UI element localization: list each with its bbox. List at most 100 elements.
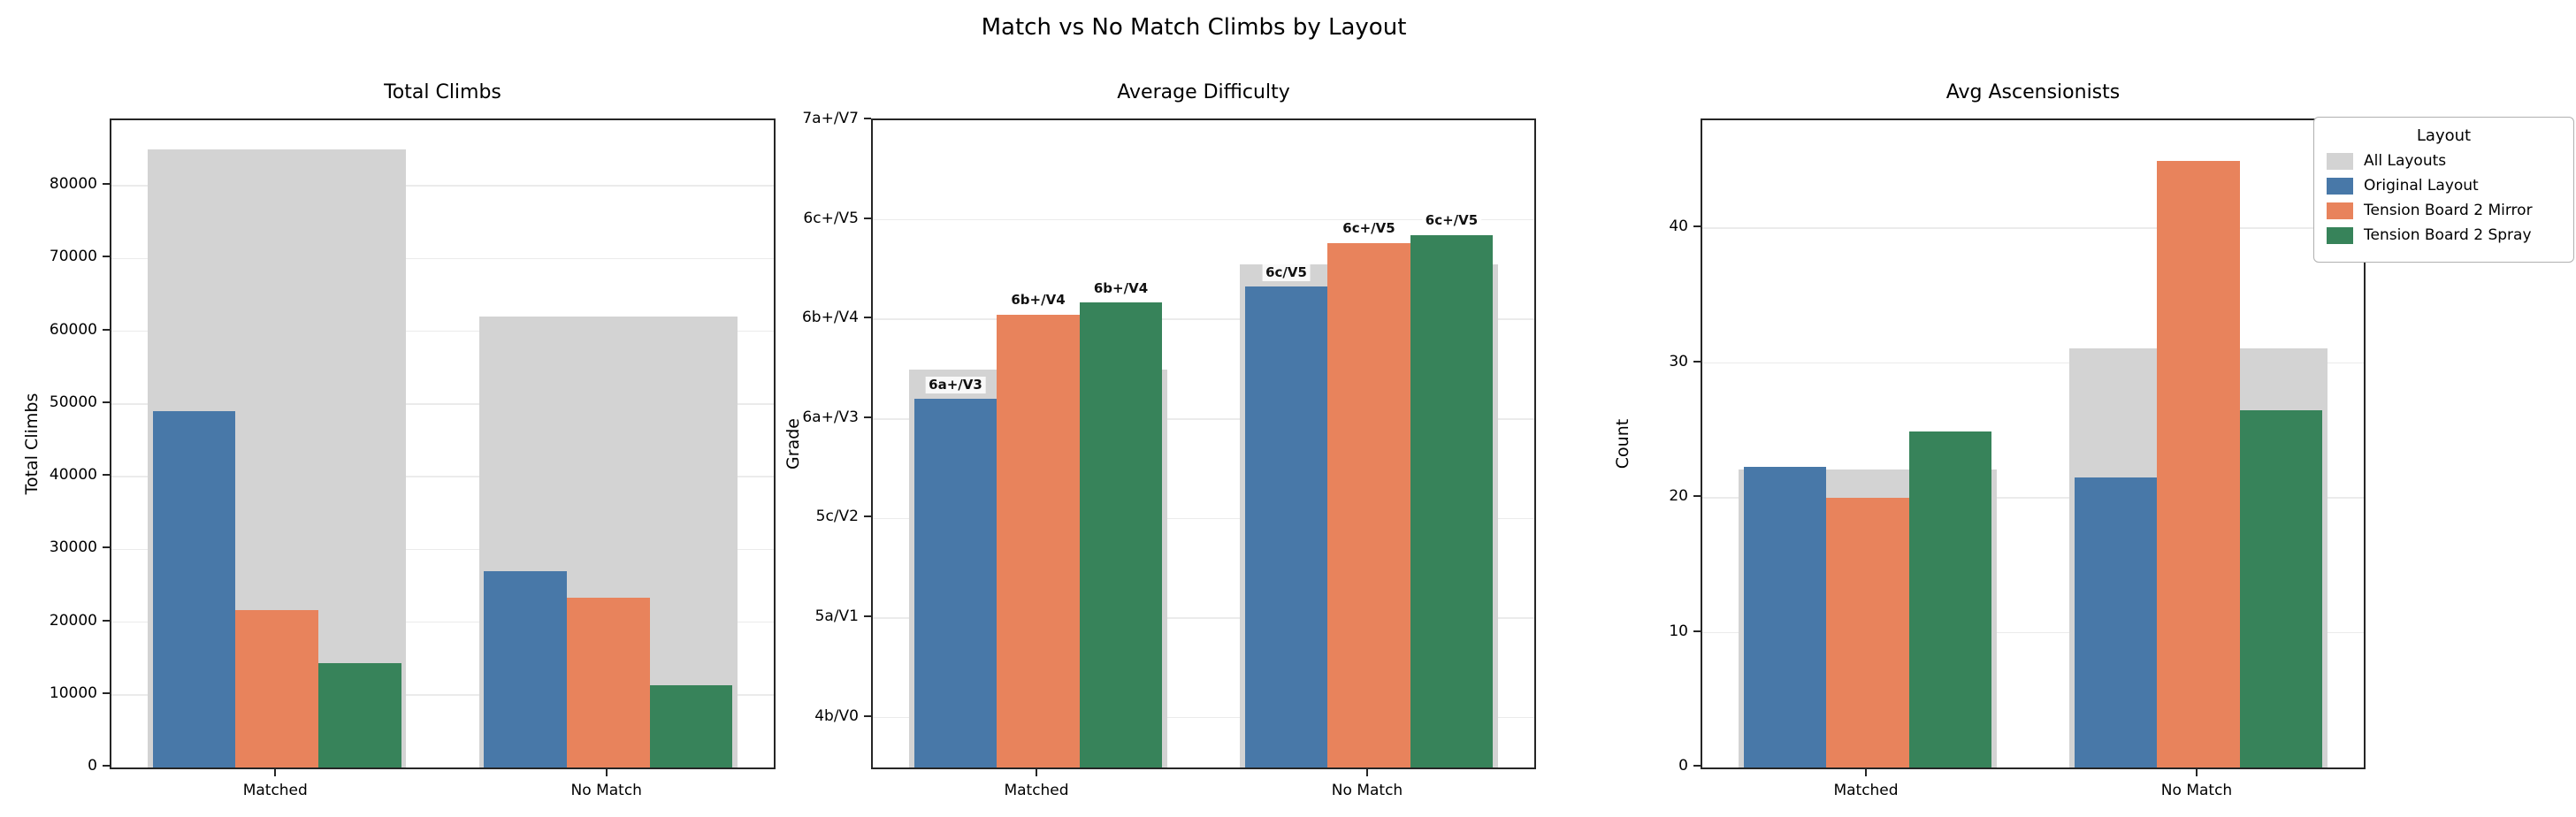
subplot-total-climbs: Total Climbs Total Climbs 0 10000 20000 300… [22, 81, 776, 799]
legend-label: All Layouts [2364, 152, 2447, 170]
y-tick-label: 30 [1669, 352, 1688, 370]
y-tick-mark [103, 619, 110, 622]
y-tick-label: 0 [88, 757, 97, 775]
bar-tension-board-2-spray [1410, 234, 1494, 767]
bar-original-layout [1743, 466, 1827, 767]
y-tick-mark [864, 714, 871, 717]
bar-original-layout [152, 411, 236, 767]
x-tick-mark [605, 769, 608, 776]
y-tick-label: 40 [1669, 218, 1688, 235]
x-tick-mark [1366, 769, 1368, 776]
gridline [111, 330, 774, 332]
x-tick-label: No Match [570, 782, 642, 799]
legend-entry: Tension Board 2 Spray [2327, 226, 2561, 244]
bar-original-layout [484, 570, 567, 767]
y-tick-label: 50000 [49, 393, 97, 411]
y-axis-label: Total Climbs [22, 393, 42, 495]
x-tick-label: Matched [1004, 782, 1069, 799]
legend-label: Original Layout [2364, 177, 2479, 195]
legend-entries: All Layouts Original Layout Tension Board … [2327, 152, 2561, 244]
x-tick-mark [274, 769, 277, 776]
gridline [111, 694, 774, 696]
bar-value-label: 6b+/V4 [1007, 292, 1069, 309]
y-axis-label: Count [1613, 418, 1632, 470]
y-tick-mark [103, 546, 110, 549]
y-tick-mark [103, 401, 110, 403]
gridline [873, 517, 1534, 520]
subplot-title: Total Climbs [384, 81, 501, 103]
legend-label: Tension Board 2 Spray [2364, 226, 2532, 244]
bar-value-label: 6a+/V3 [925, 377, 986, 394]
plot-area [110, 118, 776, 769]
plot-area [1701, 118, 2366, 769]
y-tick-mark [864, 615, 871, 618]
y-tick-mark [1693, 495, 1701, 497]
bar-tension-board-2-spray [2239, 409, 2323, 767]
y-tick-mark [103, 328, 110, 331]
subplot-title: Avg Ascensionists [1945, 81, 2121, 103]
y-tick-label: 10000 [49, 683, 97, 702]
subplot-average-difficulty: Average Difficulty Grade 6a+/V3 6c/V5 6b+/… [784, 81, 1536, 799]
bar-tension-board-2-mirror [566, 598, 650, 767]
y-tick-label: 0 [1678, 757, 1688, 775]
legend-entry: Original Layout [2327, 177, 2561, 195]
plot-area: 6a+/V3 6c/V5 6b+/V4 6c+/V5 6b+/V4 6c+/V5 [871, 118, 1536, 769]
y-tick-label: 5c/V2 [815, 508, 859, 526]
y-tick-mark [103, 256, 110, 258]
gridline [873, 617, 1534, 619]
y-tick-label: 6c+/V5 [803, 209, 859, 227]
bar-tension-board-2-spray [318, 662, 401, 767]
gridline [873, 218, 1534, 221]
legend-swatch-tension-board-2-spray [2327, 226, 2353, 244]
y-tick-label: 7a+/V7 [802, 110, 859, 127]
bar-value-label: 6c+/V5 [1339, 220, 1399, 238]
x-tick-label: No Match [2160, 782, 2233, 799]
gridline [111, 548, 774, 550]
bar-tension-board-2-spray [649, 685, 733, 767]
y-axis-label: Grade [784, 418, 803, 470]
bar-tension-board-2-mirror [1826, 498, 1909, 767]
y-tick-label: 30000 [49, 538, 97, 557]
y-tick-label: 6b+/V4 [801, 309, 859, 327]
y-tick-mark [103, 765, 110, 767]
y-tick-label: 40000 [49, 466, 97, 484]
y-tick-label: 20000 [49, 611, 97, 630]
bar-value-label: 6c/V5 [1262, 263, 1311, 282]
legend-entry: Tension Board 2 Mirror [2327, 202, 2561, 219]
x-tick-mark [2196, 769, 2198, 776]
gridline [111, 403, 774, 405]
gridline [1702, 631, 2364, 634]
y-tick-label: 60000 [49, 320, 97, 339]
x-tick-mark [1036, 769, 1037, 776]
y-tick-mark [103, 183, 110, 186]
gridline [873, 418, 1534, 420]
gridline [111, 257, 774, 260]
legend-swatch-all-layouts [2327, 152, 2353, 170]
y-tick-mark [1693, 225, 1701, 227]
y-tick-label: 5a/V1 [814, 607, 859, 626]
gridline [873, 318, 1534, 320]
bar-tension-board-2-mirror [235, 610, 319, 767]
bar-tension-board-2-spray [1908, 431, 1992, 767]
gridline [1702, 227, 2364, 229]
bar-original-layout [2074, 477, 2158, 767]
y-tick-mark [103, 474, 110, 476]
bar-original-layout [1244, 286, 1328, 767]
x-tick-label: No Match [1331, 782, 1403, 799]
y-tick-label: 80000 [49, 175, 97, 194]
y-tick-mark [864, 416, 871, 418]
subplot-avg-ascensionists: Avg Ascensionists Count 0 10 20 30 40 Matched… [1613, 81, 2366, 799]
gridline [1702, 497, 2364, 499]
bar-tension-board-2-mirror [2157, 160, 2240, 767]
legend: Layout All Layouts Original Layout Tension… [2313, 117, 2574, 263]
bar-original-layout [913, 399, 998, 767]
x-tick-label: Matched [242, 782, 308, 799]
y-tick-label: 4b/V0 [814, 706, 859, 725]
y-tick-mark [103, 691, 110, 694]
x-tick-label: Matched [1833, 782, 1899, 799]
gridline [111, 185, 774, 187]
legend-swatch-original-layout [2327, 177, 2353, 195]
y-tick-label: 70000 [49, 248, 97, 266]
y-tick-mark [1693, 360, 1701, 363]
